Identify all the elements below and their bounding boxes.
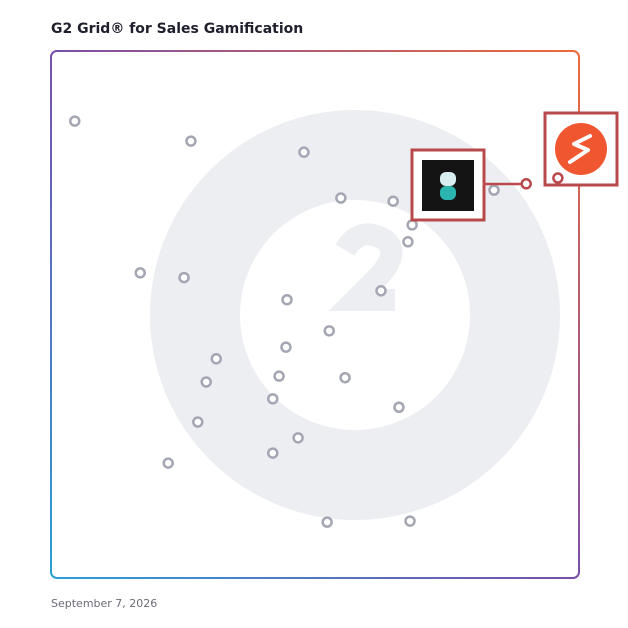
data-point xyxy=(281,293,293,306)
data-point xyxy=(185,135,197,147)
data-point xyxy=(292,432,304,444)
data-point xyxy=(178,271,190,284)
data-point xyxy=(520,178,532,190)
data-point xyxy=(321,516,333,528)
product-logo[interactable] xyxy=(410,148,486,222)
data-point xyxy=(280,341,292,353)
data-point xyxy=(298,146,310,158)
data-point xyxy=(267,393,279,405)
data-point xyxy=(406,219,418,231)
data-point xyxy=(192,416,204,428)
data-point xyxy=(339,371,351,384)
data-point xyxy=(335,192,347,204)
data-point xyxy=(134,267,146,279)
data-point xyxy=(375,285,387,297)
data-point xyxy=(404,515,416,527)
data-point xyxy=(267,447,279,459)
data-point xyxy=(210,353,223,365)
data-point xyxy=(69,115,81,127)
data-point xyxy=(273,370,285,382)
data-point xyxy=(162,457,174,469)
date: September 7, 2026 xyxy=(51,597,157,610)
data-point xyxy=(387,195,399,207)
data-point xyxy=(200,376,212,388)
data-point xyxy=(552,172,564,184)
chart-title: G2 Grid® for Sales Gamification xyxy=(51,21,303,37)
data-point xyxy=(402,236,414,248)
data-point xyxy=(488,184,500,196)
data-point xyxy=(323,325,336,337)
data-point xyxy=(393,401,405,414)
